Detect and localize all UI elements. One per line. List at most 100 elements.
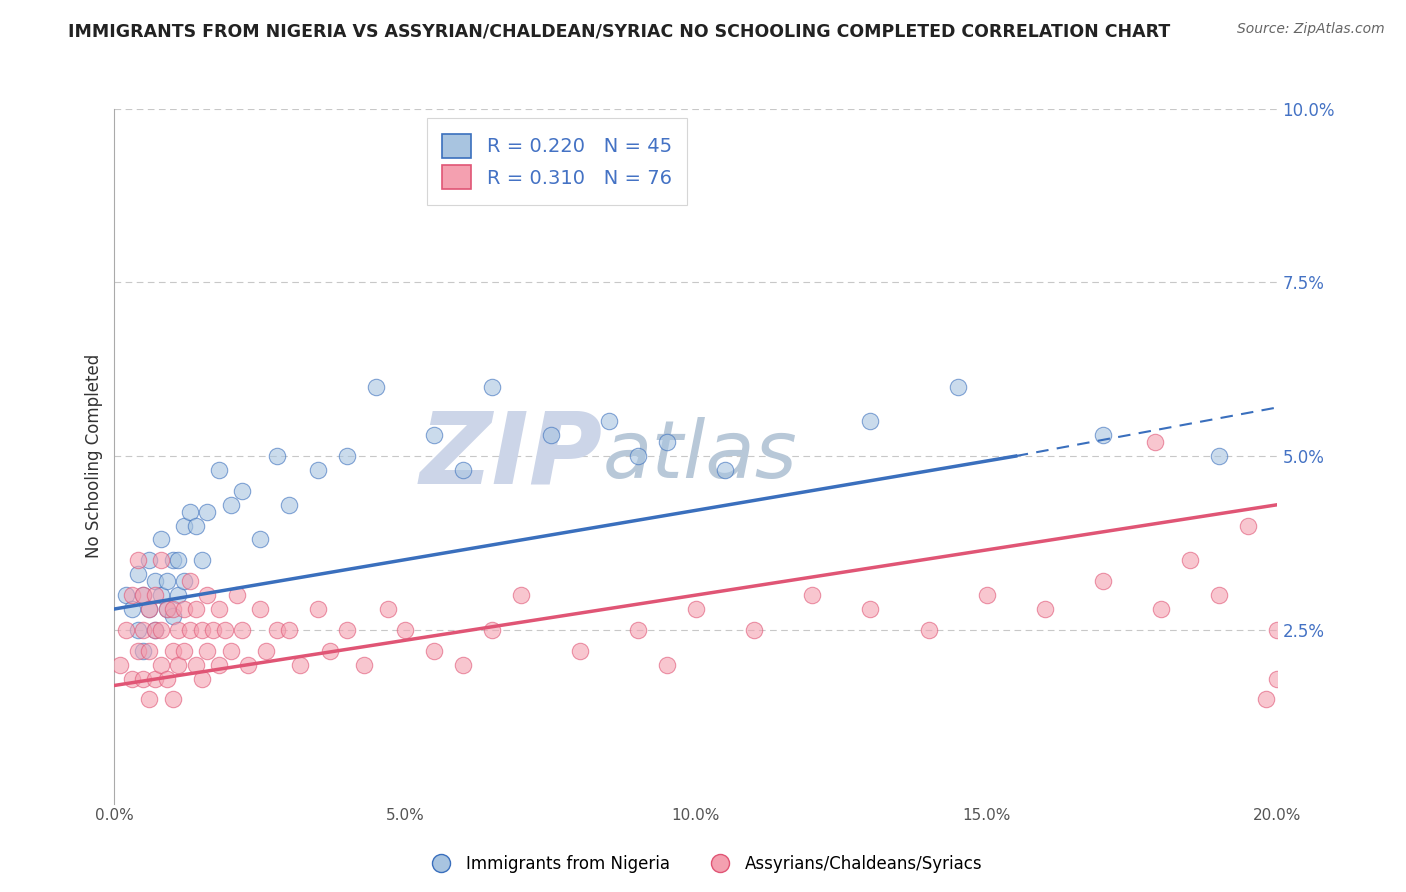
Point [231, 623, 253, 637]
Point [173, 643, 195, 657]
Text: Source: ZipAtlas.com: Source: ZipAtlas.com [1237, 22, 1385, 37]
Point [121, 602, 143, 616]
Point [540, 428, 562, 442]
Point [1208, 449, 1230, 463]
Point [143, 588, 166, 602]
Point [627, 449, 650, 463]
Point [453, 657, 475, 672]
Point [801, 588, 824, 602]
Point [127, 623, 149, 637]
Point [149, 623, 172, 637]
Point [173, 518, 195, 533]
Point [143, 623, 166, 637]
Point [1033, 602, 1056, 616]
Point [598, 414, 620, 428]
Point [225, 588, 247, 602]
Point [149, 657, 172, 672]
Point [1150, 602, 1173, 616]
Point [231, 483, 253, 498]
Point [307, 463, 329, 477]
Text: ZIP: ZIP [420, 408, 603, 505]
Point [132, 672, 155, 686]
Point [859, 602, 882, 616]
Point [162, 692, 184, 706]
Point [318, 643, 340, 657]
Point [290, 657, 312, 672]
Point [627, 623, 650, 637]
Point [179, 574, 201, 589]
Point [167, 657, 190, 672]
Point [156, 602, 179, 616]
Point [481, 623, 503, 637]
Point [1267, 623, 1289, 637]
Point [138, 692, 160, 706]
Point [115, 623, 138, 637]
Point [197, 643, 219, 657]
Point [173, 574, 195, 589]
Point [364, 379, 387, 393]
Legend: Immigrants from Nigeria, Assyrians/Chaldeans/Syriacs: Immigrants from Nigeria, Assyrians/Chald… [418, 848, 988, 880]
Point [156, 602, 179, 616]
Point [143, 623, 166, 637]
Point [132, 643, 155, 657]
Point [423, 643, 446, 657]
Point [394, 623, 416, 637]
Point [277, 623, 299, 637]
Point [127, 567, 149, 582]
Point [132, 623, 155, 637]
Point [714, 463, 737, 477]
Point [266, 623, 288, 637]
Point [138, 602, 160, 616]
Point [1178, 553, 1201, 567]
Point [307, 602, 329, 616]
Point [110, 657, 132, 672]
Point [214, 623, 236, 637]
Point [138, 602, 160, 616]
Point [162, 553, 184, 567]
Point [423, 428, 446, 442]
Point [510, 588, 533, 602]
Point [184, 602, 207, 616]
Point [162, 609, 184, 624]
Point [138, 553, 160, 567]
Point [917, 623, 939, 637]
Y-axis label: No Schooling Completed: No Schooling Completed [86, 354, 103, 558]
Point [197, 588, 219, 602]
Point [1091, 428, 1114, 442]
Point [946, 379, 969, 393]
Point [115, 588, 138, 602]
Point [121, 588, 143, 602]
Point [1091, 574, 1114, 589]
Point [1144, 435, 1167, 450]
Point [197, 505, 219, 519]
Point [156, 574, 179, 589]
Point [162, 602, 184, 616]
Point [179, 505, 201, 519]
Point [184, 518, 207, 533]
Point [167, 588, 190, 602]
Point [208, 602, 231, 616]
Point [179, 623, 201, 637]
Point [453, 463, 475, 477]
Point [1208, 588, 1230, 602]
Point [132, 588, 155, 602]
Point [1237, 518, 1260, 533]
Point [685, 602, 707, 616]
Point [149, 533, 172, 547]
Point [1254, 692, 1277, 706]
Legend: R = 0.220   N = 45, R = 0.310   N = 76: R = 0.220 N = 45, R = 0.310 N = 76 [426, 119, 688, 204]
Point [976, 588, 998, 602]
Point [190, 672, 212, 686]
Point [162, 643, 184, 657]
Point [219, 498, 242, 512]
Point [249, 533, 271, 547]
Point [190, 553, 212, 567]
Point [208, 657, 231, 672]
Point [208, 463, 231, 477]
Point [121, 672, 143, 686]
Point [353, 657, 375, 672]
Point [377, 602, 399, 616]
Point [127, 553, 149, 567]
Point [742, 623, 765, 637]
Point [190, 623, 212, 637]
